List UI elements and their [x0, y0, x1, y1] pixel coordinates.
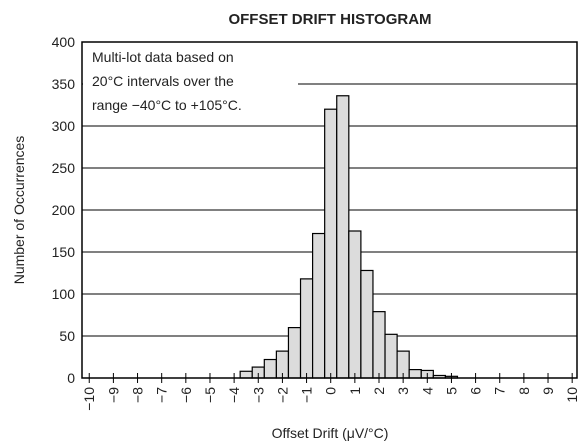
x-tick-label: 8	[516, 387, 532, 395]
annotation-box	[83, 43, 298, 125]
annotation-text: Multi-lot data based on	[92, 49, 234, 65]
y-tick-label: 150	[52, 244, 76, 260]
x-tick-label: 9	[540, 387, 556, 395]
y-tick-label: 350	[52, 76, 76, 92]
bar	[287, 327, 302, 379]
bar	[263, 358, 277, 379]
bar	[408, 369, 422, 379]
chart-title: OFFSET DRIFT HISTOGRAM	[228, 11, 431, 28]
bar	[324, 108, 338, 379]
bar	[384, 333, 398, 379]
x-tick-label: −8	[130, 387, 146, 403]
x-tick-label: −1	[299, 387, 315, 403]
x-tick-label: 0	[323, 387, 339, 395]
x-tick-label: 2	[371, 387, 387, 395]
x-tick-label: 6	[468, 387, 484, 395]
y-tick-label: 100	[52, 286, 76, 302]
y-tick-label: 250	[52, 160, 76, 176]
x-tick-label: 7	[492, 387, 508, 395]
annotation-text: 20°C intervals over the	[92, 73, 234, 89]
x-axis-label: Offset Drift (μV/°C)	[272, 425, 389, 441]
x-tick-label: −10	[81, 387, 97, 411]
y-tick-label: 400	[52, 34, 76, 50]
bar	[311, 232, 326, 379]
plot-frame	[81, 41, 578, 379]
bar	[336, 95, 350, 379]
bar	[348, 230, 362, 379]
y-tick-label: 200	[52, 202, 76, 218]
bar	[299, 278, 314, 379]
y-tick-label: 300	[52, 118, 76, 134]
bar	[239, 370, 253, 379]
x-tick-label: 4	[419, 387, 435, 395]
x-tick-label: −7	[154, 387, 170, 403]
x-tick-label: −4	[226, 387, 242, 403]
bar	[360, 269, 374, 379]
x-tick-label: −5	[202, 387, 218, 403]
bar	[372, 311, 386, 379]
x-tick-label: 1	[347, 387, 363, 395]
x-tick-label: −9	[105, 387, 121, 403]
y-tick-label: 50	[59, 328, 75, 344]
y-axis-label: Number of Occurrences	[11, 136, 27, 285]
y-tick-label: 0	[67, 370, 75, 386]
x-tick-label: −6	[178, 387, 194, 403]
x-tick-label: 10	[564, 387, 579, 403]
x-tick-label: 3	[395, 387, 411, 395]
x-tick-label: −3	[250, 387, 266, 403]
x-tick-label: −2	[274, 387, 290, 403]
x-tick-label: 5	[443, 387, 459, 395]
annotation-text: range −40°C to +105°C.	[92, 97, 242, 113]
